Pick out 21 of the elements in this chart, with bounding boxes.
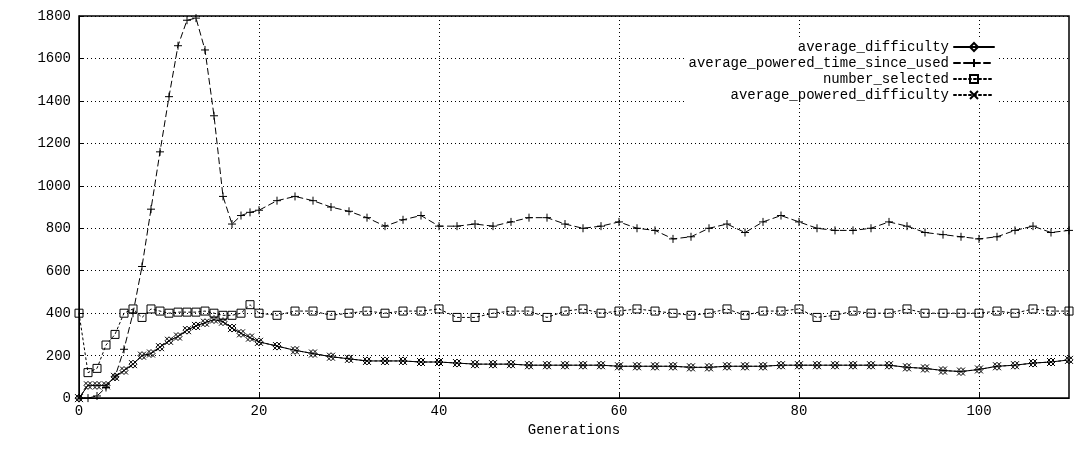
y-tick-label: 1200	[37, 135, 71, 152]
x-tick-label: 100	[966, 403, 992, 420]
y-tick-label: 200	[45, 347, 71, 364]
legend-label: number_selected	[822, 71, 949, 87]
y-tick-label: 400	[45, 305, 71, 322]
x-tick-label: 80	[790, 403, 808, 420]
y-tick-label: 1400	[37, 92, 71, 109]
legend-label: average_powered_time_since_used	[688, 55, 949, 71]
x-axis-title: Generations	[527, 422, 621, 438]
y-tick-label: 0	[62, 390, 71, 407]
x-tick-label: 20	[250, 403, 268, 420]
legend-label: average_difficulty	[797, 39, 949, 55]
y-tick-label: 800	[45, 220, 71, 237]
y-tick-label: 1600	[37, 50, 71, 67]
legend-label: average_powered_difficulty	[730, 87, 949, 103]
y-tick-label: 600	[45, 262, 71, 279]
y-tick-label: 1000	[37, 177, 71, 194]
y-tick-label: 1800	[37, 8, 71, 24]
x-tick-label: 0	[74, 403, 84, 420]
x-tick-label: 40	[430, 403, 448, 420]
x-tick-label: 60	[610, 403, 628, 420]
